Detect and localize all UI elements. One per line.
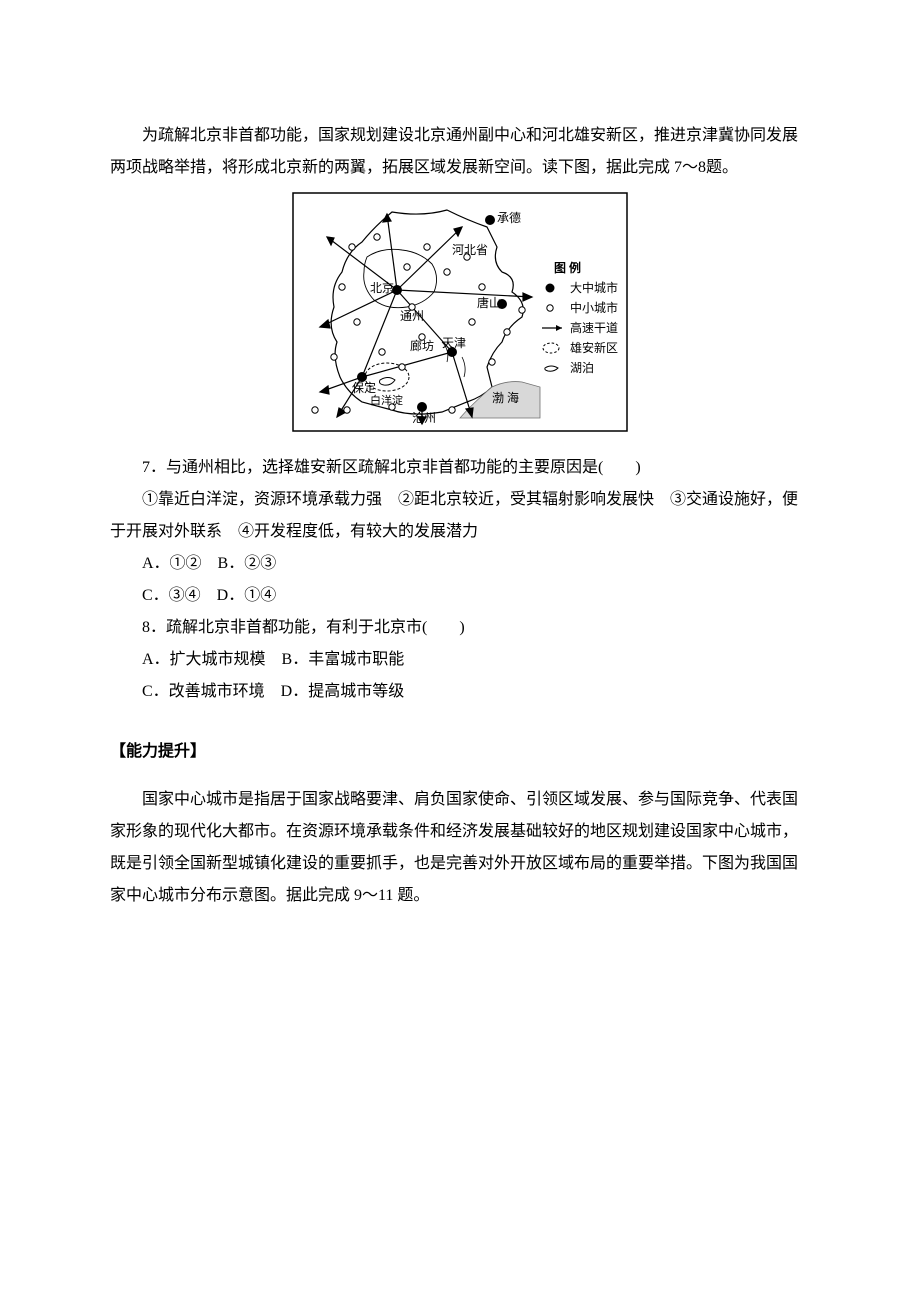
label-baiyangdian: 白洋淀 — [370, 393, 403, 407]
map-svg: 承德 河北省 北京 通州 唐山 廊坊 天津 保定 白洋淀 沧州 渤 海 图 例 … — [292, 192, 628, 432]
label-cangzhou: 沧州 — [412, 410, 436, 425]
label-chengde: 承德 — [497, 210, 521, 225]
label-tongzhou: 通州 — [400, 309, 424, 323]
q8-options-ab: A．扩大城市规模 B．丰富城市职能 — [110, 644, 810, 676]
label-langfang: 廊坊 — [410, 338, 434, 353]
label-tangshan: 唐山 — [477, 295, 501, 310]
q7-statements: ①靠近白洋淀，资源环境承载力强 ②距北京较近，受其辐射影响发展快 ③交通设施好，… — [110, 484, 810, 548]
passage2-intro: 国家中心城市是指居于国家战略要津、肩负国家使命、引领区域发展、参与国际竞争、代表… — [110, 784, 810, 912]
legend-lake: 湖泊 — [570, 360, 594, 375]
q8-options-cd: C．改善城市环境 D．提高城市等级 — [110, 676, 810, 708]
label-baoding: 保定 — [352, 380, 376, 395]
map-figure: 承德 河北省 北京 通州 唐山 廊坊 天津 保定 白洋淀 沧州 渤 海 图 例 … — [110, 192, 810, 444]
label-tianjin: 天津 — [442, 336, 466, 350]
label-hebei: 河北省 — [452, 243, 488, 257]
legend-highway: 高速干道 — [570, 320, 618, 335]
section-heading: 【能力提升】 — [110, 736, 810, 768]
page-content: 为疏解北京非首都功能，国家规划建设北京通州副中心和河北雄安新区，推进京津冀协同发… — [0, 0, 920, 972]
legend-xiongan: 雄安新区 — [570, 340, 618, 355]
legend-big-city: 大中城市 — [570, 280, 618, 295]
q7-options-cd: C．③④ D．①④ — [110, 580, 810, 612]
label-beijing: 北京 — [370, 281, 394, 295]
q7-options-ab: A．①② B．②③ — [110, 548, 810, 580]
q8-stem: 8．疏解北京非首都功能，有利于北京市( ) — [110, 612, 810, 644]
passage1-intro: 为疏解北京非首都功能，国家规划建设北京通州副中心和河北雄安新区，推进京津冀协同发… — [110, 120, 810, 184]
label-bohai: 渤 海 — [492, 390, 519, 405]
legend-title: 图 例 — [554, 260, 581, 275]
q7-stem: 7．与通州相比，选择雄安新区疏解北京非首都功能的主要原因是( ) — [110, 452, 810, 484]
legend-small-city: 中小城市 — [570, 300, 618, 315]
